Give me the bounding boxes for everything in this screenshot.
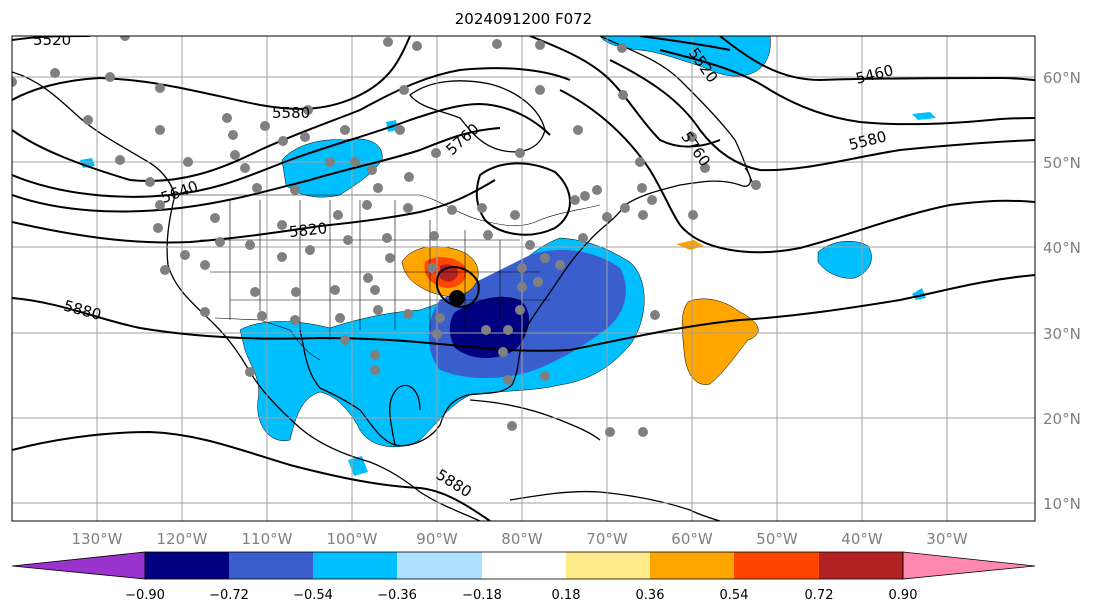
contour-5880-west xyxy=(12,297,571,352)
coast-alaska xyxy=(12,71,176,196)
shading-atlantic-blue xyxy=(817,240,872,279)
latitude-label: 50°N xyxy=(1043,154,1081,172)
longitude-label: 50°W xyxy=(756,530,798,548)
contour-label: 5520 xyxy=(33,31,71,49)
station-dots xyxy=(12,36,761,437)
contour-5760 xyxy=(12,127,501,213)
colorbar-segment xyxy=(397,552,482,579)
colorbar-segment xyxy=(734,552,819,579)
colorbar-tick-label: 0.18 xyxy=(551,588,581,603)
contour-east-2 xyxy=(559,89,1035,254)
colorbar-tick-label: −0.36 xyxy=(377,588,417,603)
contour-low-ring-1 xyxy=(475,162,571,236)
longitude-label: 60°W xyxy=(671,530,713,548)
contour-label: 5580 xyxy=(272,104,310,122)
contour-5640 xyxy=(12,67,571,182)
contour-label: 5580 xyxy=(847,127,888,154)
contour-label: 5820 xyxy=(288,219,328,241)
longitude-label: 40°W xyxy=(841,530,883,548)
coast-hudson-bay xyxy=(409,80,546,153)
colorbar-tick-label: 0.54 xyxy=(719,588,749,603)
longitude-label: 110°W xyxy=(241,530,293,548)
latitude-label: 30°N xyxy=(1043,325,1081,343)
colorbar-segment xyxy=(819,552,903,579)
colorbar-segment xyxy=(650,552,734,579)
contour-label: 5640 xyxy=(158,177,200,207)
latitude-label: 10°N xyxy=(1043,495,1081,513)
latitude-label: 60°N xyxy=(1043,69,1081,87)
border-us-mexico xyxy=(214,317,321,361)
contour-east-6 xyxy=(529,36,721,148)
shading-small-blue-2 xyxy=(912,112,936,120)
colorbar-tick-label: 0.36 xyxy=(635,588,665,603)
shading-small-blue-5 xyxy=(348,456,368,476)
latitude-label: 40°N xyxy=(1043,239,1081,257)
longitude-label: 120°W xyxy=(156,530,208,548)
colorbar-segment xyxy=(145,552,229,579)
plot-frame xyxy=(11,35,1036,522)
longitude-label: 100°W xyxy=(326,530,378,548)
border-us-canada xyxy=(175,194,601,227)
contour-5820 xyxy=(12,179,496,244)
contour-low-ring-2 xyxy=(435,266,480,308)
political-borders xyxy=(175,194,601,361)
longitude-label: 130°W xyxy=(71,530,123,548)
latitude-label: 20°N xyxy=(1043,410,1081,428)
colorbar-tick-label: −0.90 xyxy=(125,588,165,603)
coast-south-america xyxy=(509,490,721,521)
shading-atlantic-orange xyxy=(682,298,759,385)
contour-5580-west xyxy=(12,36,411,110)
coast-gulf xyxy=(299,204,626,447)
longitude-label: 30°W xyxy=(926,530,968,548)
colorbar-tick-label: −0.54 xyxy=(293,588,333,603)
colorbar-segment xyxy=(566,552,650,579)
contour-label: 5880 xyxy=(433,466,475,502)
anomaly-shading xyxy=(80,36,936,476)
longitude-label: 80°W xyxy=(501,530,543,548)
coastlines xyxy=(12,36,757,521)
colorbar-tick-label: 0.72 xyxy=(804,588,834,603)
contour-label: 5460 xyxy=(854,61,895,88)
contour-east-4 xyxy=(659,49,1035,126)
state-lines-1 xyxy=(229,200,501,340)
colorbar-tick-label: −0.18 xyxy=(462,588,502,603)
state-lines-2 xyxy=(200,239,550,301)
contour-5880-south xyxy=(12,430,491,521)
colorbar-tick-label: 0.90 xyxy=(888,588,918,603)
contour-label: 5760 xyxy=(677,128,714,170)
longitude-label: 70°W xyxy=(586,530,628,548)
contour-east-5460 xyxy=(719,36,1035,82)
colorbar-extend-high xyxy=(902,551,1036,580)
coast-yucatan xyxy=(389,384,421,446)
colorbar-segment xyxy=(313,552,397,579)
coast-cuba xyxy=(469,399,601,441)
contour-east-3 xyxy=(609,59,1035,172)
colorbar-tick-label: −0.72 xyxy=(209,588,249,603)
contour-5700 xyxy=(12,102,551,198)
map-title: 2024091200 F072 xyxy=(454,10,593,28)
colorbar-extend-low xyxy=(11,551,146,580)
colorbar xyxy=(11,551,1036,580)
low-center-marker xyxy=(449,290,465,306)
contour-east-7 xyxy=(639,36,731,51)
colorbar-segment xyxy=(482,552,566,579)
coast-northeast xyxy=(624,167,752,206)
contour-label: 5760 xyxy=(442,120,482,159)
longitude-label: 90°W xyxy=(416,530,458,548)
colorbar-segment xyxy=(229,552,313,579)
contour-east-1 xyxy=(569,274,1035,351)
colorbar-frame xyxy=(144,551,904,580)
coast-greenland xyxy=(599,36,757,191)
